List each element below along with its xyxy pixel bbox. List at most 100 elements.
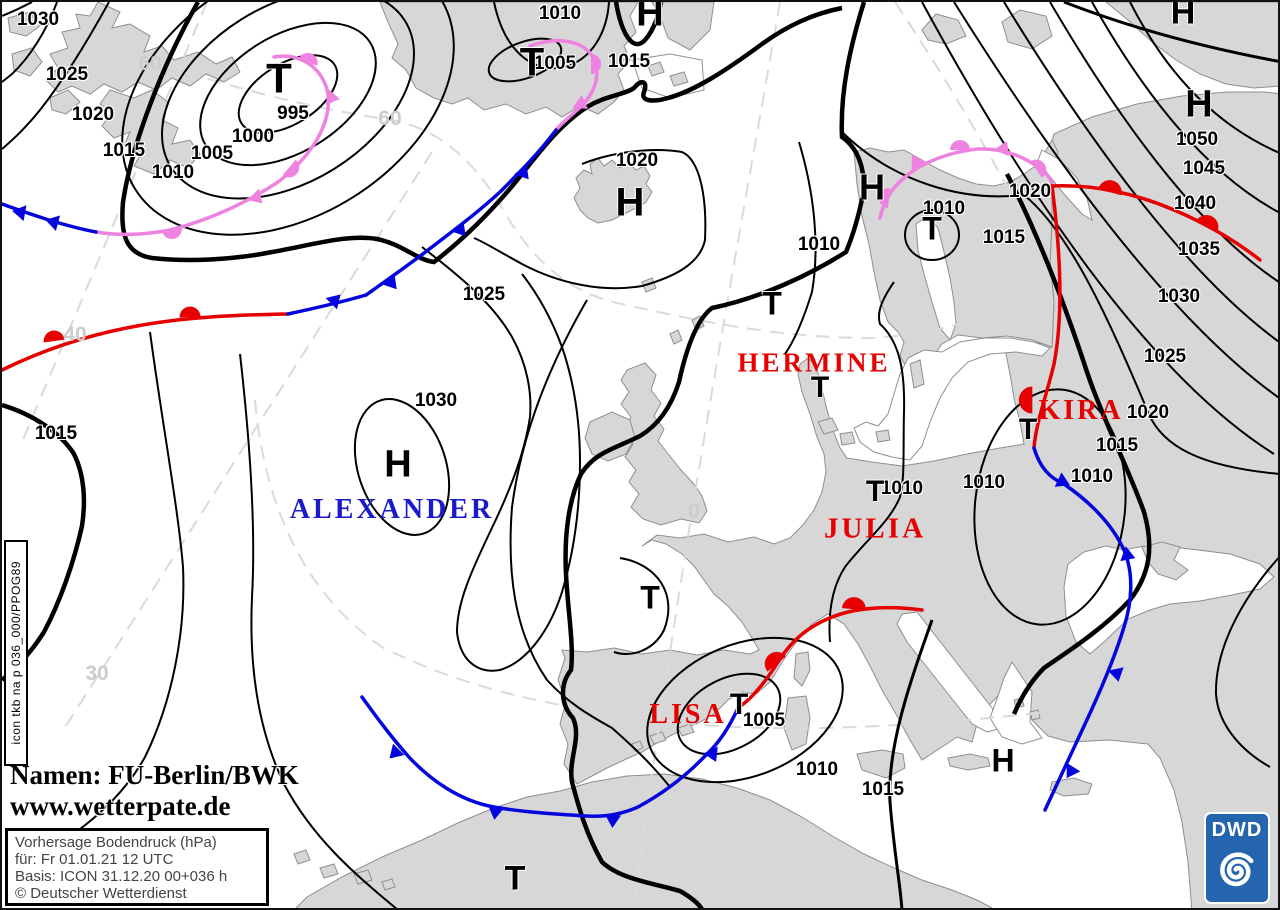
info-model-basis: Basis: ICON 31.12.20 00+036 h: [15, 868, 228, 885]
coastline-island: [381, 878, 396, 891]
coastline-island: [293, 849, 311, 865]
isobar-1030: [2, 2, 33, 17]
coastline-island: [641, 277, 657, 293]
isobar-1010-norway: [784, 141, 817, 355]
isobar-1020-iceland: [473, 149, 707, 290]
isobar-1015-thick: [1005, 172, 1152, 715]
coastline-iceland: [573, 157, 653, 224]
coastline-africa: [295, 773, 993, 908]
credits-names: Namen: FU-Berlin/BWK: [10, 760, 299, 790]
cold-front: [360, 695, 740, 818]
isobar-1035: [1003, 2, 1278, 343]
credits: Namen: FU-Berlin/BWK www.wetterpate.de: [10, 760, 299, 822]
credits-url: www.wetterpate.de: [10, 791, 231, 821]
isobar-biscay: [509, 299, 671, 788]
occluded-front-marker: [879, 188, 890, 209]
coastline-island: [7, 11, 41, 37]
isobar-brittany-low: [613, 557, 670, 655]
cold-front-marker: [514, 164, 529, 180]
cold-front: [364, 128, 558, 297]
warm-front-marker: [179, 306, 201, 318]
dwd-logo-text: DWD: [1211, 819, 1263, 841]
occluded-front-marker: [994, 141, 1009, 157]
isobar-1010-finland: [904, 209, 960, 261]
cold-front-marker: [45, 215, 61, 231]
isobar-1030-ne: [953, 2, 1278, 399]
dwd-logo: DWD: [1206, 814, 1268, 902]
occluded-front-marker: [247, 188, 263, 204]
front-layer: [2, 38, 1262, 828]
cold-front-marker: [1120, 546, 1136, 562]
warm-front-marker: [43, 330, 65, 343]
coastline-island: [817, 417, 839, 435]
occluded-front: [878, 147, 1054, 220]
coastline-gotland: [909, 359, 925, 389]
cold-front-marker: [382, 274, 397, 290]
coastline-island: [49, 89, 81, 115]
coastline-island: [669, 71, 689, 87]
graticule-meridian-0: [633, 2, 781, 908]
occluded-front-marker: [162, 226, 182, 240]
coastline-sicily: [856, 749, 906, 779]
cold-front-marker: [1107, 667, 1124, 682]
cold-front-marker: [605, 814, 622, 828]
isobar-1025-atlantic: [239, 353, 398, 908]
coastline-island: [11, 47, 43, 77]
cold-front-marker: [451, 221, 466, 237]
isobar-1020-atlantic: [19, 331, 185, 865]
cold-front-marker: [1054, 472, 1070, 487]
dwd-spiral-icon: [1220, 852, 1254, 887]
isobar-1010-lisa: [646, 636, 844, 784]
forecast-info-box: Vorhersage Bodendruck (hPa) für: Fr 01.0…: [5, 828, 269, 906]
coastline-sardinia: [783, 695, 811, 751]
coastline-island: [669, 329, 683, 345]
warm-front-marker: [1018, 386, 1033, 414]
product-id-box: icon tkb na p 036_000/PPOG89: [4, 540, 28, 766]
product-id-label: icon tkb na p 036_000/PPOG89: [9, 561, 23, 745]
isobar-east-black-sea: [1214, 557, 1278, 768]
warm-front: [740, 605, 924, 707]
warm-front: [1032, 184, 1062, 450]
isobar-1025-atlantic: [421, 246, 582, 672]
coastline-crimea: [1141, 541, 1189, 581]
warm-front-marker: [841, 597, 866, 611]
occluded-front-marker: [325, 88, 340, 105]
isobar-995: [237, 54, 339, 134]
warm-front-marker: [1098, 180, 1122, 196]
coastline-novaya-zemlya: [1105, 2, 1278, 89]
info-product: Vorhersage Bodendruck (hPa): [15, 834, 217, 851]
isobar-1020: [2, 2, 110, 150]
isobar-1010-kira: [973, 388, 1127, 626]
warm-front-marker: [1196, 215, 1219, 234]
isobar-1025: [2, 2, 58, 83]
coastline-island: [353, 869, 373, 885]
cold-front-marker: [389, 743, 405, 759]
isobar-1000: [199, 21, 377, 167]
occluded-front-marker: [1030, 159, 1047, 178]
coastline-baffin: [45, 2, 241, 95]
occluded-front-marker: [911, 154, 926, 170]
coastline-island: [839, 431, 856, 446]
occluded-front-marker: [591, 54, 601, 74]
warm-front-marker: [764, 651, 786, 672]
coastline-crete: [947, 753, 991, 771]
cold-front-marker: [703, 746, 718, 762]
coastline-greenland: [379, 2, 639, 118]
coastline-scandinavia: [853, 138, 1059, 373]
isobar-1005: [487, 37, 563, 83]
cold-front-marker: [1066, 762, 1081, 779]
coastline-cyprus: [1049, 777, 1093, 797]
coastline-island: [647, 61, 665, 77]
isobar-1030-alexander: [353, 398, 451, 536]
isobar-1015-thick: [613, 2, 664, 47]
coastline-island: [677, 723, 695, 737]
isobar-1015-italy: [888, 619, 934, 908]
isobar-1015-thick: [120, 2, 843, 265]
cold-front: [286, 293, 368, 316]
isobar-1015-thick: [2, 402, 87, 682]
isobar-1010: [493, 2, 610, 70]
graticule-meridian-40w: [21, 2, 208, 443]
